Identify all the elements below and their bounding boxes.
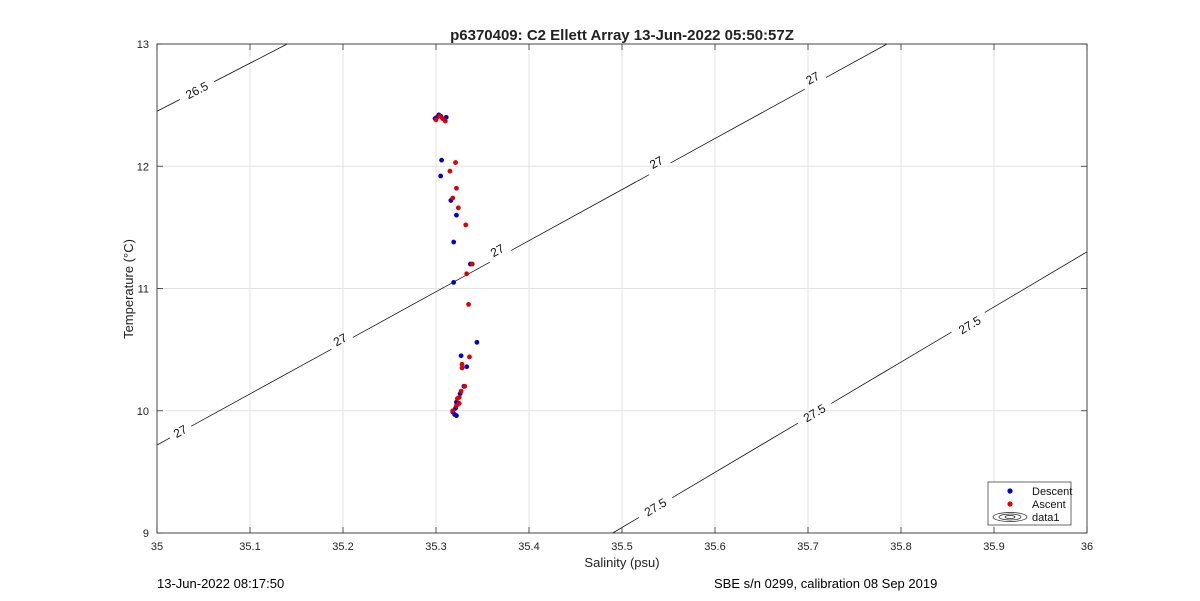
x-tick-label: 35.9 bbox=[983, 541, 1004, 553]
chart-title: p6370409: C2 Ellett Array 13-Jun-2022 05… bbox=[450, 27, 794, 44]
x-tick-label: 35.5 bbox=[611, 541, 632, 553]
ascent-point bbox=[464, 271, 470, 277]
legend-contour-label: data1 bbox=[1032, 512, 1060, 524]
ascent-point bbox=[442, 118, 448, 124]
ascent-point bbox=[455, 205, 461, 211]
contour-label: 27 bbox=[803, 69, 822, 88]
ascent-point bbox=[463, 222, 469, 228]
ascent-point bbox=[450, 408, 456, 414]
x-tick-label: 35.8 bbox=[890, 541, 911, 553]
y-tick-label: 12 bbox=[137, 161, 149, 173]
x-tick-label: 35.6 bbox=[704, 541, 725, 553]
series-ascent bbox=[433, 113, 475, 414]
ascent-point bbox=[454, 403, 459, 409]
x-tick-label: 35.4 bbox=[518, 541, 539, 553]
x-tick-label: 36 bbox=[1081, 541, 1093, 553]
legend-box bbox=[987, 481, 1072, 526]
ascent-point bbox=[467, 354, 472, 360]
legend-ascent-marker bbox=[1007, 501, 1013, 507]
descent-point bbox=[438, 173, 444, 179]
contour-label: 27 bbox=[488, 241, 507, 260]
descent-point bbox=[443, 114, 449, 120]
grid bbox=[156, 43, 1088, 534]
descent-point bbox=[451, 279, 457, 285]
data-points bbox=[432, 112, 480, 419]
descent-point bbox=[439, 157, 444, 163]
density-contour-line bbox=[612, 517, 640, 534]
contour-label: 27 bbox=[647, 153, 666, 172]
ascent-point bbox=[454, 396, 460, 401]
y-tick-label: 10 bbox=[137, 406, 149, 418]
y-axis-label: Temperature (°C) bbox=[121, 239, 136, 339]
ascent-point bbox=[453, 160, 458, 165]
ascent-point bbox=[454, 185, 459, 191]
axes: 35 35.1 35.2 35.3 35.4 35.5 35.6 35.7 35.8 35.9 36… bbox=[137, 39, 1093, 553]
x-axis-label: Salinity (psu) bbox=[584, 555, 659, 570]
descent-point bbox=[458, 353, 464, 359]
density-contour-line bbox=[511, 174, 650, 251]
x-tick-label: 35 bbox=[151, 541, 163, 553]
ascent-point bbox=[459, 361, 465, 367]
descent-point bbox=[474, 339, 480, 345]
ascent-point bbox=[469, 261, 475, 267]
footer-timestamp: 13-Jun-2022 08:17:50 bbox=[157, 576, 285, 591]
density-contour-line bbox=[672, 422, 799, 499]
density-contour-line bbox=[214, 43, 288, 83]
ascent-point bbox=[458, 388, 464, 394]
density-contour-line bbox=[670, 88, 805, 164]
footer-calibration: SBE s/n 0299, calibration 08 Sep 2019 bbox=[714, 576, 938, 591]
ascent-point bbox=[433, 117, 439, 123]
y-tick-label: 9 bbox=[143, 528, 149, 540]
descent-point bbox=[454, 212, 459, 218]
axes-box bbox=[156, 43, 1088, 534]
legend-contour-icon bbox=[992, 512, 1028, 522]
y-tick-label: 13 bbox=[137, 39, 149, 51]
ascent-point bbox=[447, 168, 453, 174]
legend-descent-label: Descent bbox=[1032, 486, 1072, 498]
legend-ascent-label: Ascent bbox=[1032, 499, 1066, 511]
density-contour-line bbox=[191, 348, 332, 427]
density-contour-line bbox=[831, 331, 952, 404]
density-contour-line bbox=[156, 437, 171, 446]
ascent-point bbox=[466, 301, 471, 307]
density-contour-line bbox=[825, 43, 888, 78]
contour-label: 27 bbox=[331, 330, 350, 349]
descent-point bbox=[451, 239, 457, 245]
x-tick-label: 35.2 bbox=[332, 541, 353, 553]
y-tick-label: 11 bbox=[138, 284, 149, 296]
x-tick-label: 35.3 bbox=[425, 541, 446, 553]
density-contour-line bbox=[984, 251, 1088, 313]
descent-point bbox=[464, 364, 470, 370]
density-contour-line bbox=[156, 99, 180, 112]
legend-descent-marker bbox=[1007, 488, 1013, 494]
ascent-point bbox=[459, 365, 465, 371]
x-tick-label: 35.7 bbox=[797, 541, 818, 553]
legend: Descent Ascent data1 bbox=[987, 481, 1072, 526]
x-tick-label: 35.1 bbox=[239, 541, 260, 553]
ascent-point bbox=[462, 383, 468, 389]
contour-label: 27 bbox=[171, 422, 190, 441]
ascent-point bbox=[450, 195, 456, 201]
descent-point bbox=[454, 413, 459, 419]
